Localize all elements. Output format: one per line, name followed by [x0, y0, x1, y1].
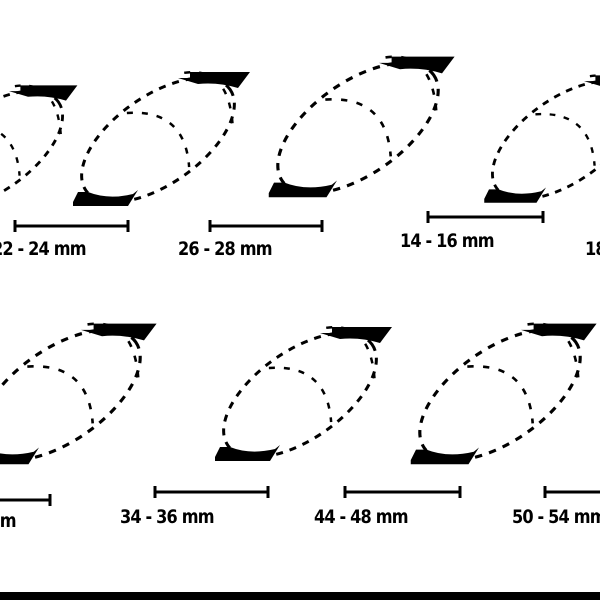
- hose-clamp-icon: [0, 84, 64, 211]
- hose-clamp-icon: [80, 70, 236, 204]
- size-label: 34 - 36 mm: [120, 506, 215, 528]
- size-label: 50 - 54 mm: [512, 506, 600, 528]
- hose-clamp-icon: [222, 325, 378, 459]
- dimension-bar: [13, 220, 130, 232]
- size-label: 18 - 20 mm: [585, 238, 600, 260]
- dimension-bar: [0, 494, 52, 506]
- clamp-band-block: [215, 327, 392, 461]
- hose-clamp-icon: [491, 74, 600, 201]
- hose-clamp-icon: [418, 322, 582, 462]
- clamp-band-block: [9, 85, 78, 101]
- dimension-bar: [343, 486, 462, 498]
- clamp-band-block: [484, 75, 600, 203]
- clamp-band-block: [0, 323, 157, 465]
- hose-clamp-icon: [276, 55, 440, 195]
- dimension-bar: [208, 220, 324, 232]
- hose-clamp-icon: [0, 322, 142, 462]
- bottom-border: [0, 592, 600, 600]
- clamp-band-block: [410, 323, 597, 465]
- dimension-bar: [153, 486, 270, 498]
- size-label: 26 - 28 mm: [178, 238, 273, 260]
- size-label: 14 - 16 mm: [400, 230, 495, 252]
- dimension-bar: [426, 211, 545, 223]
- dimension-bar: [543, 486, 600, 498]
- size-label: 22 - 24 mm: [0, 238, 87, 260]
- clamp-band-block: [268, 56, 455, 198]
- size-label: 44 - 48 mm: [314, 506, 409, 528]
- clamp-band-block: [73, 72, 250, 206]
- size-label: 30 - 32 mm: [0, 510, 17, 532]
